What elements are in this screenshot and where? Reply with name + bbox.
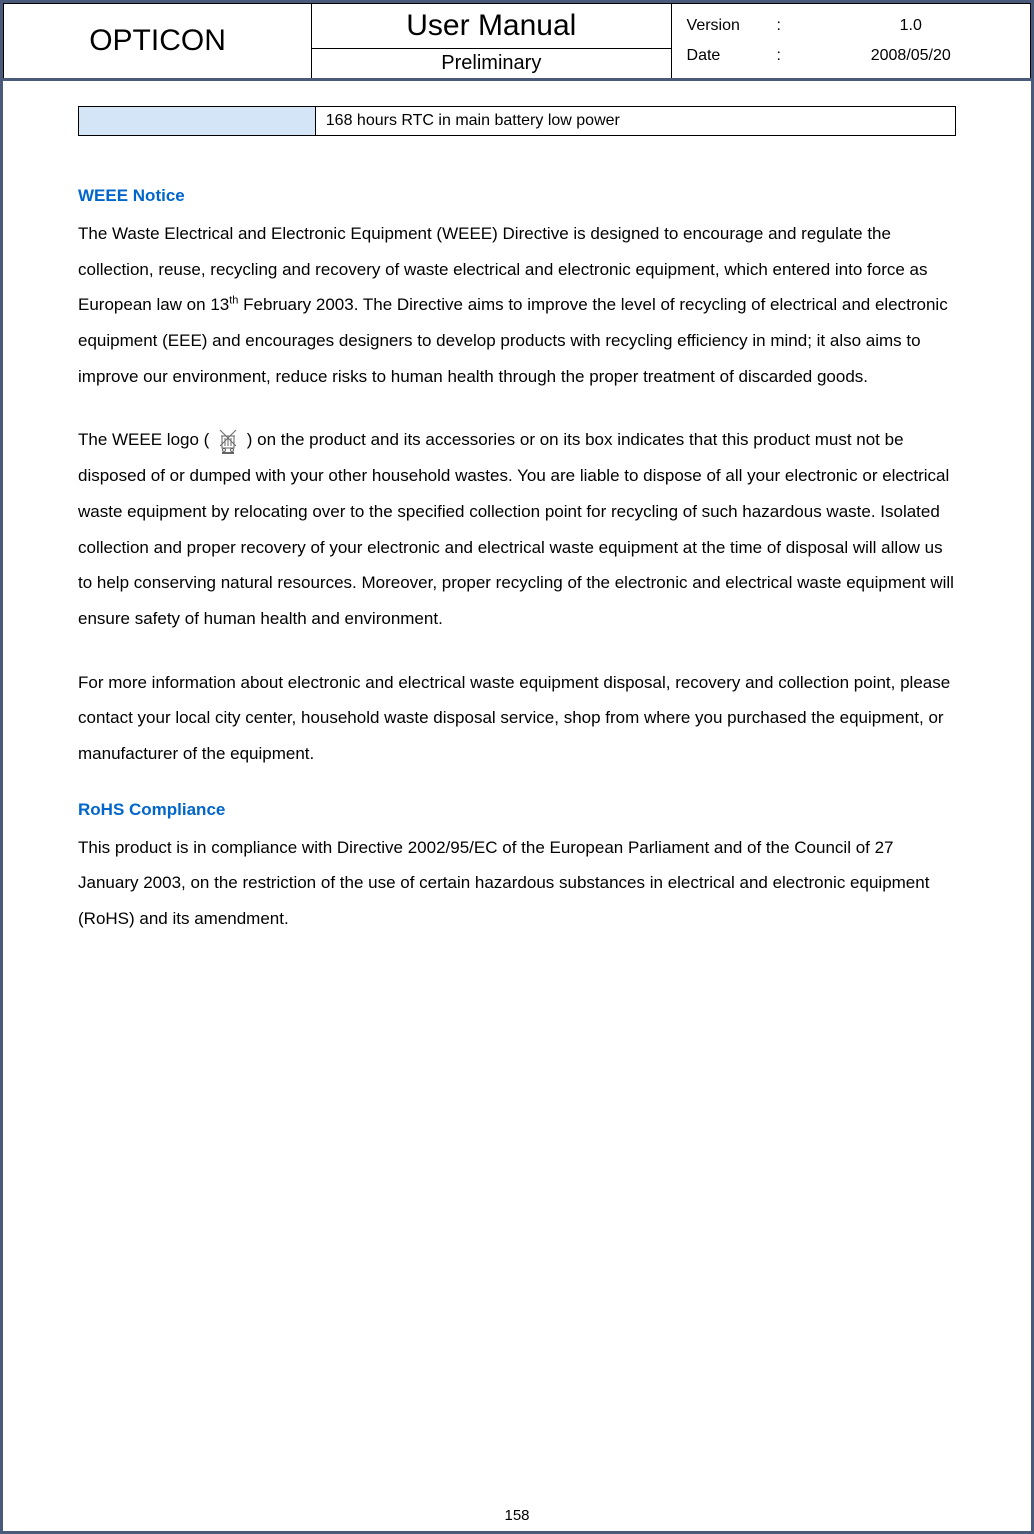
version-row: Version : 1.0 bbox=[672, 11, 1030, 41]
meta-colon: : bbox=[777, 17, 807, 35]
date-row: Date : 2008/05/20 bbox=[672, 41, 1030, 71]
date-value: 2008/05/20 bbox=[807, 47, 1015, 65]
spec-table: 168 hours RTC in main battery low power bbox=[78, 106, 956, 136]
version-label: Version bbox=[687, 17, 777, 35]
weee-paragraph-2: The WEEE logo ( ) on the product and its… bbox=[78, 422, 956, 636]
content-area: 168 hours RTC in main battery low power … bbox=[3, 81, 1031, 975]
document-header: OPTICON User Manual Preliminary Version … bbox=[3, 3, 1031, 81]
page-container: OPTICON User Manual Preliminary Version … bbox=[0, 0, 1034, 1534]
table-row: 168 hours RTC in main battery low power bbox=[79, 107, 956, 136]
document-subtitle: Preliminary bbox=[312, 49, 670, 78]
version-value: 1.0 bbox=[807, 17, 1015, 35]
rohs-paragraph-1: This product is in compliance with Direc… bbox=[78, 830, 956, 937]
date-label: Date bbox=[687, 47, 777, 65]
document-title: User Manual bbox=[312, 4, 670, 49]
brand-logo: OPTICON bbox=[4, 4, 312, 80]
spec-label-cell bbox=[79, 107, 316, 136]
meta-colon: : bbox=[777, 47, 807, 65]
page-number: 158 bbox=[3, 1507, 1031, 1524]
spec-value-cell: 168 hours RTC in main battery low power bbox=[315, 107, 955, 136]
weee-paragraph-3: For more information about electronic an… bbox=[78, 665, 956, 772]
weee-bin-icon bbox=[218, 428, 238, 454]
weee-heading: WEEE Notice bbox=[78, 186, 956, 206]
rohs-heading: RoHS Compliance bbox=[78, 800, 956, 820]
weee-paragraph-1: The Waste Electrical and Electronic Equi… bbox=[78, 216, 956, 394]
